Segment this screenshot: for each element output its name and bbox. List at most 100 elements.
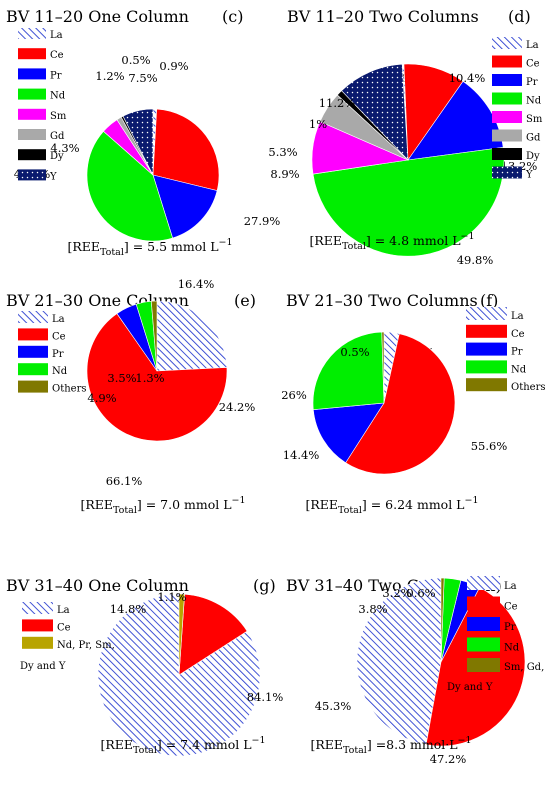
legend-label-smgddyy: Sm, Gd, [504,662,544,673]
legend-label-la: La [511,311,524,322]
pie-slice-nd [86,130,173,242]
pie-slice-la [156,300,228,372]
panel-title: BV 21–30 Two Columns [286,291,478,310]
legend-label-pr: Pr [526,77,538,88]
legend-swatch-ce [492,55,522,68]
legend: La Ce Nd, Pr, Sm, Dy and Y [20,602,115,672]
legend-label-y: Y [525,170,533,181]
slice-label-others: 1.3% [135,371,164,385]
pie-slice-la [356,577,442,746]
panel-title: BV 11–20 One Column [6,7,189,26]
legend-label-others: Others [511,382,546,393]
legend-swatch-pr [18,68,46,80]
legend-swatch-sm [492,111,522,123]
slice-label-smgddyy: 0.6% [406,586,435,600]
slice-label-y: 11.2% [319,96,356,110]
pie-slice-others [381,331,385,404]
ree-total-caption: [REETotal] = 7.0 mmol L−1 [80,495,245,516]
legend-swatch-la [467,576,500,590]
legend-swatch-pr [18,345,48,358]
legend-swatch-gd [18,129,46,140]
legend: La Ce Pr Nd Others [18,311,87,395]
slice-label-others: 0.5% [340,345,369,359]
ree-total-caption: [REETotal] = 7.4 mmol L−1 [100,735,265,756]
legend-swatch-ce [18,48,46,60]
slice-label-ce: 45.3% [315,699,352,713]
legend-label-pr: Pr [50,70,62,81]
slice-label-la: 24.2% [219,400,256,414]
slice-label-la: 47.2% [430,752,467,766]
pie-panel-d: BV 11–20 Two Columns(d)0.3%10.4%13.2%49.… [268,7,542,267]
legend-swatch-la [492,37,522,49]
legend-swatch-pr [467,617,500,631]
slice-label-pr: 14.4% [283,448,320,462]
pie-slice-pr [312,402,385,464]
pie-slice-nd [312,147,505,257]
slice-label-pr: 4.9% [87,391,116,405]
pie-slice-ce [178,593,248,676]
legend-label-ndprsmdyy-line2: Dy and Y [20,661,66,672]
slice-label-pr: 16.4% [178,277,215,291]
slice-label-nd: 49.8% [457,253,494,267]
pie-slice-ce [152,108,220,191]
slice-label-ce: 10.4% [449,71,486,85]
panel-letter: (f) [480,291,498,310]
pie-panel-g: BV 31–40 One Column (g) 84.1% 14.8% 1.1% La Ce… [6,576,284,757]
panel-letter: (e) [234,291,256,310]
legend: La Ce Pr Nd Sm Gd Dy Y [18,28,67,182]
legend-swatch-pr [492,74,522,86]
legend-label-la: La [52,314,65,325]
panel-letter: (g) [253,576,276,595]
legend-label-gd: Gd [50,131,65,142]
ree-total-caption: [REETotal] =8.3 mmol·L−1 [310,735,471,756]
legend-label-smgddyy-line2: Dy and Y [447,682,493,693]
legend-swatch-ce [18,328,48,341]
legend: La Ce Pr Nd Sm Gd Dy Y [492,37,543,181]
legend-swatch-smgddyy [467,658,500,672]
pie-slice-y [341,63,409,161]
legend-swatch-nd [18,88,46,100]
ree-total-caption: [REETotal] = 6.24 mmol L−1 [305,495,478,516]
legend-swatch-nd [18,363,48,376]
legend: La Ce Pr Nd Sm, Gd, Dy and Y [447,576,544,693]
pie-slice-others [150,300,158,372]
pie-slice-ce [86,313,228,442]
pie-slice-nd [312,331,385,411]
slice-label-nd: 3.5% [107,371,136,385]
legend-swatch-la [22,602,53,614]
legend-label-nd: Nd [526,96,542,107]
panel-letter: (c) [222,7,243,26]
legend-swatch-y [18,169,46,181]
legend-label-gd: Gd [526,133,541,144]
slice-label-la: 0.9% [159,59,188,73]
legend-label-others: Others [52,384,87,395]
legend-label-ce: Ce [57,622,71,633]
legend-label-nd: Nd [50,91,66,102]
pie-slice-pr [152,174,218,239]
slice-label-ce: 55.6% [471,439,508,453]
legend-label-sm: Sm [526,114,543,125]
legend-swatch-others [466,378,507,392]
legend-swatch-y [492,166,522,179]
legend-swatch-others [18,380,48,393]
pie-panel-c: BV 11–20 One Column(c)0.9%27.9%16.4%41.3… [6,7,280,291]
legend-label-la: La [57,605,70,616]
pie-slice-pr [407,80,504,161]
slice-label-ce: 14.8% [110,602,147,616]
legend-label-ndprsmdyy: Nd, Pr, Sm, [57,640,115,651]
slice-label-y: 7.5% [128,71,157,85]
ree-total-caption: [REETotal] = 4.8 mmol L−1 [309,231,474,252]
legend-label-sm: Sm [50,111,67,122]
panel-title: BV 11–20 Two Columns [287,7,479,26]
slice-label-dy: 1% [309,117,327,131]
legend: La Ce Pr Nd Others [466,307,546,393]
pie-slice-ce [345,333,456,475]
legend-label-la: La [50,30,63,41]
legend-swatch-ce [22,619,53,632]
legend-label-y: Y [49,171,57,182]
pie-panel-h: BV 31–40 Two Columns(h)47.2%45.3%3.8%3.2… [286,576,544,766]
slice-label-la: 84.1% [247,690,284,704]
legend-label-ce: Ce [504,602,518,613]
slice-label-dy: 0.5% [121,53,150,67]
